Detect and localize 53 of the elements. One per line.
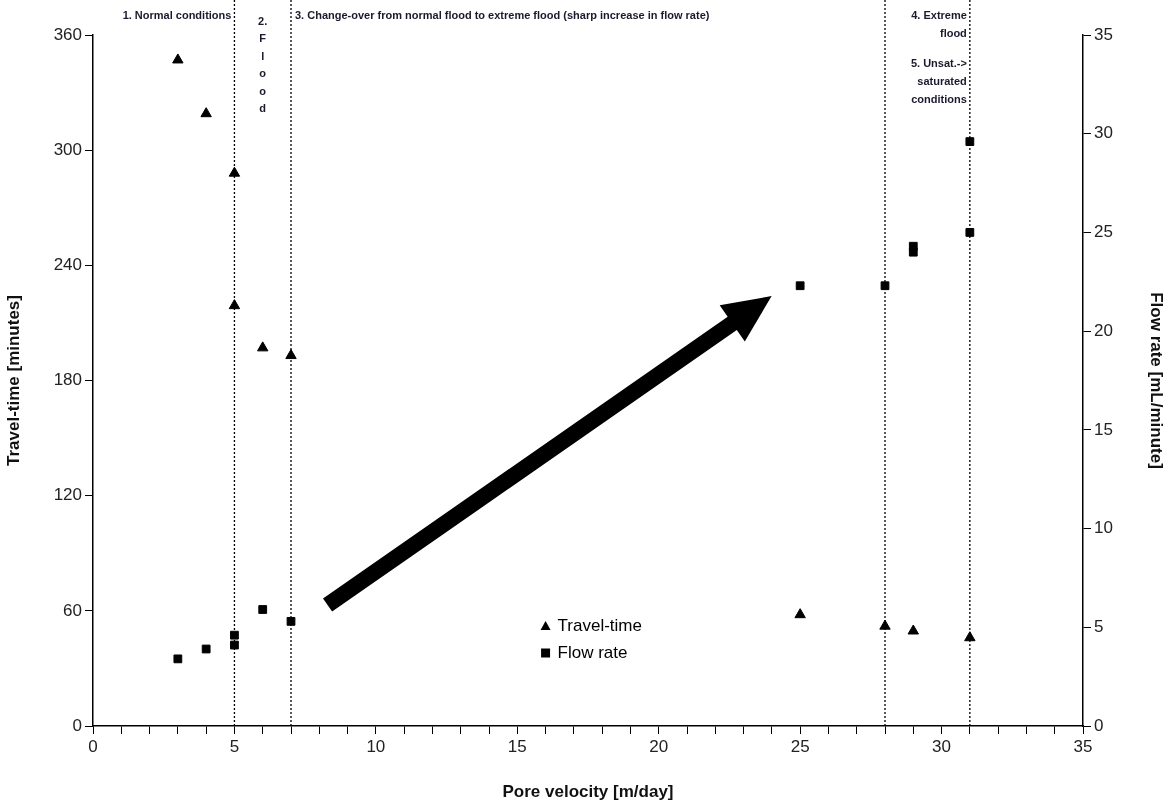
y2-tick-label: 25	[1094, 222, 1113, 242]
point	[880, 281, 890, 291]
annotation: 2. Flood	[258, 14, 268, 115]
y2-axis-title: Flow rate [mL/minute]	[1147, 292, 1167, 469]
y-tick-label: 0	[72, 715, 82, 735]
point	[965, 137, 975, 146]
point	[173, 654, 183, 664]
x-tick-label: 5	[229, 736, 240, 756]
y-tick-label: 180	[53, 370, 82, 390]
y2-tick-label: 10	[1094, 518, 1113, 538]
point	[230, 640, 239, 650]
point	[965, 228, 975, 237]
text: 1. Normal conditions	[122, 8, 232, 21]
point	[257, 341, 269, 352]
annotation: 5. Unsat.-> saturated conditions	[910, 56, 967, 105]
point	[258, 605, 268, 614]
x-tick-label: 20	[649, 736, 669, 756]
text: 3. Change-over from normal flood to extreme flood (sharp increase in flow rate)	[295, 8, 710, 21]
y2-tick-label: 5	[1094, 616, 1104, 636]
y-tick-label: 300	[53, 139, 82, 159]
point	[230, 630, 239, 640]
y-tick-label: 240	[53, 255, 82, 275]
x-tick-label: 15	[507, 736, 527, 756]
annotation: 4. Extreme flood	[911, 8, 967, 39]
point	[201, 644, 211, 654]
y2-tick-label: 15	[1094, 419, 1113, 439]
y2-tick-label: 35	[1094, 24, 1113, 44]
x-tick-label: 25	[790, 736, 810, 756]
x-tick-label: 30	[932, 736, 952, 756]
y2-tick-label: 30	[1094, 123, 1113, 143]
point	[286, 616, 296, 626]
point	[794, 608, 806, 619]
point	[907, 624, 919, 635]
y-axis-title: Travel-time [minutes]	[3, 295, 23, 466]
point	[228, 299, 241, 310]
point	[228, 166, 241, 177]
y2-tick-label: 0	[1094, 715, 1104, 735]
point	[879, 619, 891, 630]
y-tick-label: 60	[63, 600, 82, 620]
point	[795, 281, 805, 291]
point	[200, 107, 212, 118]
y-tick-label: 360	[53, 24, 82, 44]
y2-tick-label: 20	[1094, 320, 1113, 340]
point	[172, 53, 184, 64]
x-tick-label: 10	[366, 736, 386, 756]
legend-label: Travel-time	[557, 615, 642, 635]
legend-label: Flow rate	[557, 642, 628, 662]
point	[908, 247, 918, 257]
x-axis-title: Pore velocity [m/day]	[502, 782, 674, 802]
x-tick-label: 0	[88, 736, 98, 756]
point	[285, 349, 297, 360]
y-tick-label: 120	[53, 485, 82, 505]
x-tick-label: 35	[1073, 736, 1093, 756]
